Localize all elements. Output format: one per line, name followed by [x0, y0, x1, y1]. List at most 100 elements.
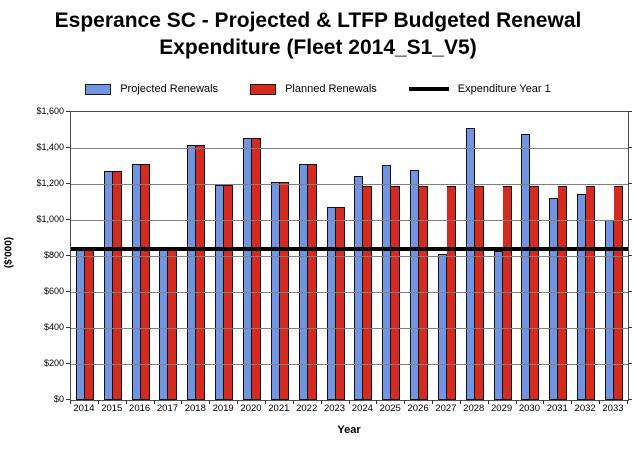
- bar-group-2018: [182, 112, 210, 400]
- chart-title: Esperance SC - Projected & LTFP Budgeted…: [0, 7, 636, 61]
- y-tick-label-600: $600: [43, 285, 64, 296]
- bar-planned-renewals-2030: [530, 185, 540, 400]
- x-tick-label-2019: 2019: [212, 403, 234, 414]
- bar-planned-renewals-2016: [140, 164, 150, 400]
- x-tick-label-2033: 2033: [602, 403, 624, 414]
- x-tick-label-2023: 2023: [323, 403, 346, 414]
- x-tick-mark: [599, 400, 601, 404]
- y-tick-mark: [628, 255, 632, 256]
- bar-planned-renewals-2021: [279, 182, 289, 400]
- bar-projected-renewals-2015: [103, 170, 113, 400]
- y-tick-mark: [628, 399, 632, 400]
- x-tick-mark: [209, 400, 211, 404]
- bar-group-2024: [349, 112, 377, 400]
- y-tick-mark: [628, 363, 632, 364]
- y-tick-mark: [628, 111, 632, 112]
- bar-group-2022: [294, 112, 322, 400]
- bar-group-2029: [489, 112, 517, 400]
- gridline-600: [71, 291, 628, 293]
- bar-group-2015: [99, 112, 127, 400]
- bar-group-2021: [266, 112, 294, 400]
- gridline-800: [71, 255, 628, 257]
- legend-label-expenditure-year-1: Expenditure Year 1: [457, 83, 551, 95]
- x-axis-title: Year: [337, 424, 361, 436]
- x-axis-tick-labels: 2014 2015 2016 2017 2018 2019 2020 2021 2022 2023…: [70, 403, 627, 414]
- bar-groups: [71, 112, 628, 400]
- bar-projected-renewals-2018: [187, 145, 197, 400]
- chart-title-line1: Esperance SC - Projected & LTFP Budgeted…: [54, 9, 582, 32]
- gridline-200: [71, 363, 628, 365]
- bar-projected-renewals-2020: [242, 138, 252, 400]
- y-tick-mark: [66, 147, 70, 148]
- bar-planned-renewals-2014: [84, 248, 94, 400]
- y-tick-label-400: $400: [43, 321, 64, 332]
- x-tick-mark: [487, 400, 489, 404]
- x-tick-mark: [320, 400, 322, 404]
- x-tick-label-2022: 2022: [296, 403, 318, 414]
- x-tick-label-2031: 2031: [546, 403, 568, 414]
- bar-projected-renewals-2029: [493, 250, 503, 400]
- x-tick-mark: [459, 400, 461, 404]
- bar-planned-renewals-2025: [391, 185, 401, 400]
- bar-planned-renewals-2031: [558, 185, 568, 400]
- x-tick-mark: [153, 400, 155, 404]
- x-tick-mark: [237, 400, 239, 404]
- plot-area: [70, 111, 629, 401]
- gridline-1200: [71, 183, 628, 185]
- bar-planned-renewals-2015: [112, 170, 122, 400]
- bar-projected-renewals-2027: [437, 254, 447, 400]
- x-tick-label-2024: 2024: [351, 403, 373, 414]
- y-tick-label-1400: $1,400: [36, 141, 64, 152]
- bar-projected-renewals-2017: [159, 248, 169, 400]
- x-tick-label-2020: 2020: [240, 403, 262, 414]
- bar-projected-renewals-2014: [75, 248, 85, 400]
- bar-group-2020: [238, 112, 266, 400]
- legend-label-planned-renewals: Planned Renewals: [285, 83, 377, 95]
- bar-projected-renewals-2028: [465, 128, 475, 400]
- bar-planned-renewals-2024: [363, 185, 373, 400]
- bar-projected-renewals-2023: [326, 206, 336, 400]
- x-tick-mark: [97, 400, 99, 404]
- x-tick-label-2016: 2016: [129, 403, 151, 414]
- x-tick-mark: [376, 400, 378, 404]
- y-tick-label-1600: $1,600: [36, 105, 64, 116]
- bar-group-2028: [461, 112, 489, 400]
- bar-projected-renewals-2032: [577, 193, 587, 400]
- bar-group-2030: [517, 112, 545, 400]
- x-tick-label-2029: 2029: [491, 403, 513, 414]
- y-tick-mark: [66, 183, 70, 184]
- y-tick-mark: [66, 363, 70, 364]
- y-tick-label-0: $0: [53, 393, 64, 404]
- bar-planned-renewals-2029: [502, 185, 512, 400]
- x-tick-mark: [432, 400, 434, 404]
- x-tick-label-2030: 2030: [518, 403, 540, 414]
- bar-group-2033: [600, 112, 628, 400]
- x-tick-mark: [264, 400, 266, 404]
- bar-planned-renewals-2023: [335, 206, 345, 400]
- bar-planned-renewals-2017: [168, 248, 178, 400]
- x-tick-label-2018: 2018: [184, 403, 206, 414]
- x-tick-label-2032: 2032: [574, 403, 596, 414]
- legend-label-projected-renewals: Projected Renewals: [120, 83, 219, 95]
- x-tick-mark: [125, 400, 127, 404]
- x-tick-mark: [571, 400, 573, 404]
- bar-group-2025: [377, 112, 405, 400]
- planned-renewals-swatch-icon: [250, 83, 277, 95]
- y-tick-mark: [66, 291, 70, 292]
- expenditure-line-icon: [408, 87, 449, 91]
- y-tick-mark: [66, 255, 70, 256]
- bar-projected-renewals-2025: [382, 165, 392, 400]
- x-tick-label-2021: 2021: [268, 403, 290, 414]
- y-tick-mark: [66, 327, 70, 328]
- chart-title-line2: Expenditure (Fleet 2014_S1_V5): [159, 36, 477, 59]
- x-tick-mark: [292, 400, 294, 404]
- x-tick-mark: [404, 400, 406, 404]
- bar-planned-renewals-2018: [196, 145, 206, 400]
- x-tick-mark: [627, 400, 628, 404]
- legend-item-planned-renewals: Planned Renewals: [250, 83, 377, 95]
- bar-group-2026: [405, 112, 433, 400]
- bar-projected-renewals-2030: [521, 133, 531, 400]
- gridline-1400: [71, 147, 628, 149]
- bar-group-2027: [433, 112, 461, 400]
